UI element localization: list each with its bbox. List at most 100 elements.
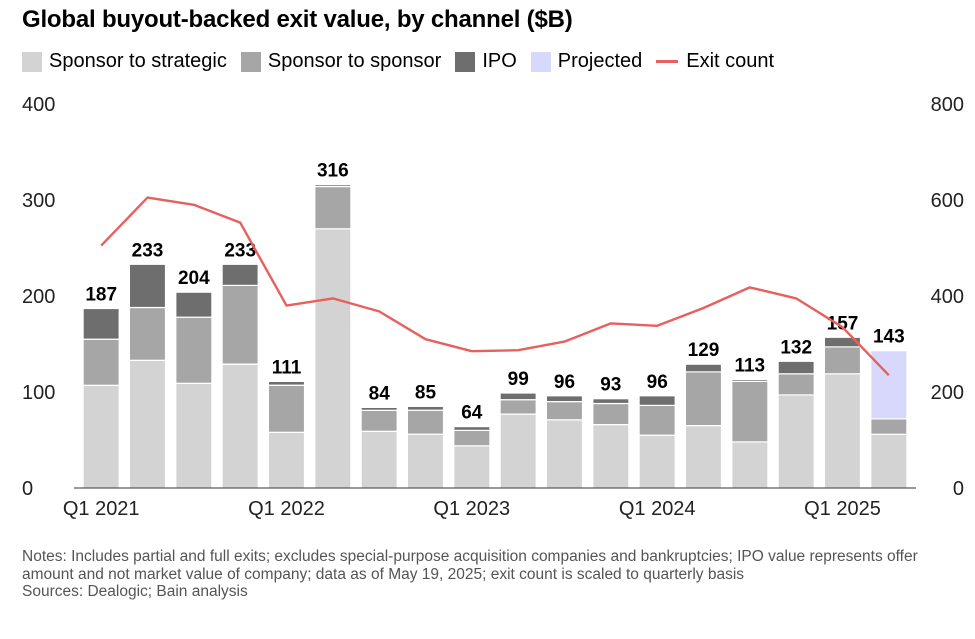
bar-total-label: 93 — [600, 375, 621, 396]
bar-total-label: 99 — [508, 369, 529, 390]
bar-segment-sponsor — [128, 306, 167, 361]
legend-label-ipo: IPO — [482, 50, 517, 72]
bar-segment-ipo — [128, 263, 167, 309]
chart-legend: Sponsor to strategic Sponsor to sponsor … — [22, 50, 788, 73]
legend-swatch-ipo — [455, 51, 476, 72]
bar-segment-sponsor — [175, 316, 213, 384]
bar-segment-ipo — [82, 307, 120, 340]
chart-title: Global buyout-backed exit value, by chan… — [22, 6, 573, 33]
bar-segment-sponsor — [499, 399, 537, 415]
bar-segment-sponsor — [823, 346, 862, 375]
legend-item-strategic: Sponsor to strategic — [22, 50, 227, 73]
bar-segment-strategic — [406, 433, 445, 489]
y-tick-label: 100 — [22, 382, 55, 404]
x-tick-label: Q1 2024 — [619, 498, 696, 520]
bar-segment-ipo — [545, 395, 584, 403]
bar-total-label: 85 — [415, 382, 437, 403]
bar-segment-ipo — [823, 336, 862, 348]
y2-tick-label: 200 — [931, 382, 964, 404]
bar-total-label: 111 — [272, 357, 302, 378]
bar-total-label: 233 — [224, 240, 256, 261]
bar-segment-ipo — [777, 360, 815, 375]
bar-segment-strategic — [499, 413, 537, 489]
legend-swatch-exit-count — [656, 60, 679, 63]
bar-segment-strategic — [823, 373, 862, 489]
bar-total-label: 204 — [178, 268, 210, 289]
bar-segment-ipo — [731, 378, 769, 382]
sources-text: Sources: Dealogic; Bain analysis — [22, 583, 248, 600]
bar-segment-sponsor — [406, 409, 445, 435]
bar-segment-ipo — [638, 395, 676, 406]
bar-segment-sponsor — [777, 373, 815, 396]
bar-segment-sponsor — [870, 418, 908, 435]
legend-label-exit-count: Exit count — [686, 50, 775, 72]
bar-segment-strategic — [453, 445, 491, 489]
legend-swatch-strategic — [22, 51, 42, 72]
x-tick-label: Q1 2021 — [63, 498, 140, 520]
stacked-bar-chart: 0 100 200 300 400 0 200 400 600 800 187 233 204 233 11… — [22, 94, 964, 520]
bar-total-label: 233 — [132, 240, 164, 261]
bar-total-label: 84 — [369, 383, 391, 404]
legend-label-sponsor: Sponsor to sponsor — [267, 50, 442, 72]
x-tick-label: Q1 2022 — [248, 498, 325, 520]
bar-segment-strategic — [360, 430, 398, 489]
bar-total-label: 96 — [647, 372, 668, 393]
bar-segment-ipo — [684, 363, 723, 373]
bar-segment-sponsor — [592, 402, 630, 426]
bar-segment-ipo — [175, 291, 213, 318]
bar-total-label: 187 — [85, 285, 117, 306]
legend-label-projected: Projected — [557, 50, 643, 72]
legend-label-strategic: Sponsor to strategic — [49, 50, 227, 72]
bar-segment-ipo — [314, 184, 352, 188]
bar-segment-ipo — [360, 406, 398, 411]
exit-count-line — [100, 196, 890, 377]
bar-segment-strategic — [731, 441, 769, 489]
bar-segment-sponsor — [221, 284, 259, 365]
bar-segment-sponsor — [684, 371, 723, 427]
bar-total-label: 64 — [461, 403, 483, 424]
bar-total-label: 316 — [317, 161, 349, 182]
bar-segment-ipo — [453, 426, 491, 432]
bar-segment-strategic — [777, 394, 815, 489]
y-tick-label: 300 — [22, 190, 55, 212]
bar-segment-strategic — [175, 382, 213, 489]
bar-segment-strategic — [870, 433, 908, 489]
bar-total-label: 143 — [873, 327, 905, 348]
legend-item-sponsor: Sponsor to sponsor — [240, 50, 442, 73]
x-tick-label: Q1 2025 — [804, 498, 881, 520]
bar-segment-strategic — [128, 359, 167, 489]
y2-tick-label: 800 — [931, 94, 964, 116]
bar-segment-strategic — [545, 419, 584, 489]
bar-segment-sponsor — [267, 384, 306, 433]
bar-segment-strategic — [221, 363, 259, 489]
y2-tick-label: 600 — [931, 190, 964, 212]
bar-segment-strategic — [314, 228, 352, 489]
bar-segment-sponsor — [638, 404, 676, 436]
bar-segment-sponsor — [360, 409, 398, 432]
legend-swatch-projected — [530, 51, 551, 72]
bar-segment-sponsor — [545, 401, 584, 421]
bar-segment-strategic — [638, 434, 676, 489]
bar-total-label: 96 — [554, 372, 575, 393]
legend-item-projected: Projected — [530, 50, 643, 73]
bar-total-label: 157 — [827, 313, 859, 334]
bar-total-label: 132 — [780, 337, 812, 358]
y-tick-label: 400 — [22, 94, 55, 116]
notes-text: Notes: Includes partial and full exits; … — [22, 548, 918, 583]
bar-segment-sponsor — [82, 338, 120, 386]
bar-segment-strategic — [684, 425, 723, 489]
bar-segment-strategic — [82, 384, 120, 489]
legend-item-exit-count: Exit count — [656, 50, 774, 73]
bar-segment-ipo — [499, 392, 537, 401]
chart-notes: Notes: Includes partial and full exits; … — [22, 548, 957, 601]
legend-swatch-sponsor — [240, 51, 261, 72]
bar-segment-ipo — [221, 263, 259, 286]
y-tick-label: 200 — [22, 286, 55, 308]
bar-segment-sponsor — [453, 429, 491, 447]
bar-segment-ipo — [406, 405, 445, 411]
y2-tick-label: 0 — [953, 478, 964, 500]
bar-segment-ipo — [592, 398, 630, 405]
bar-segment-strategic — [267, 431, 306, 489]
y-tick-label: 0 — [22, 478, 33, 500]
bar-segment-sponsor — [731, 380, 769, 443]
